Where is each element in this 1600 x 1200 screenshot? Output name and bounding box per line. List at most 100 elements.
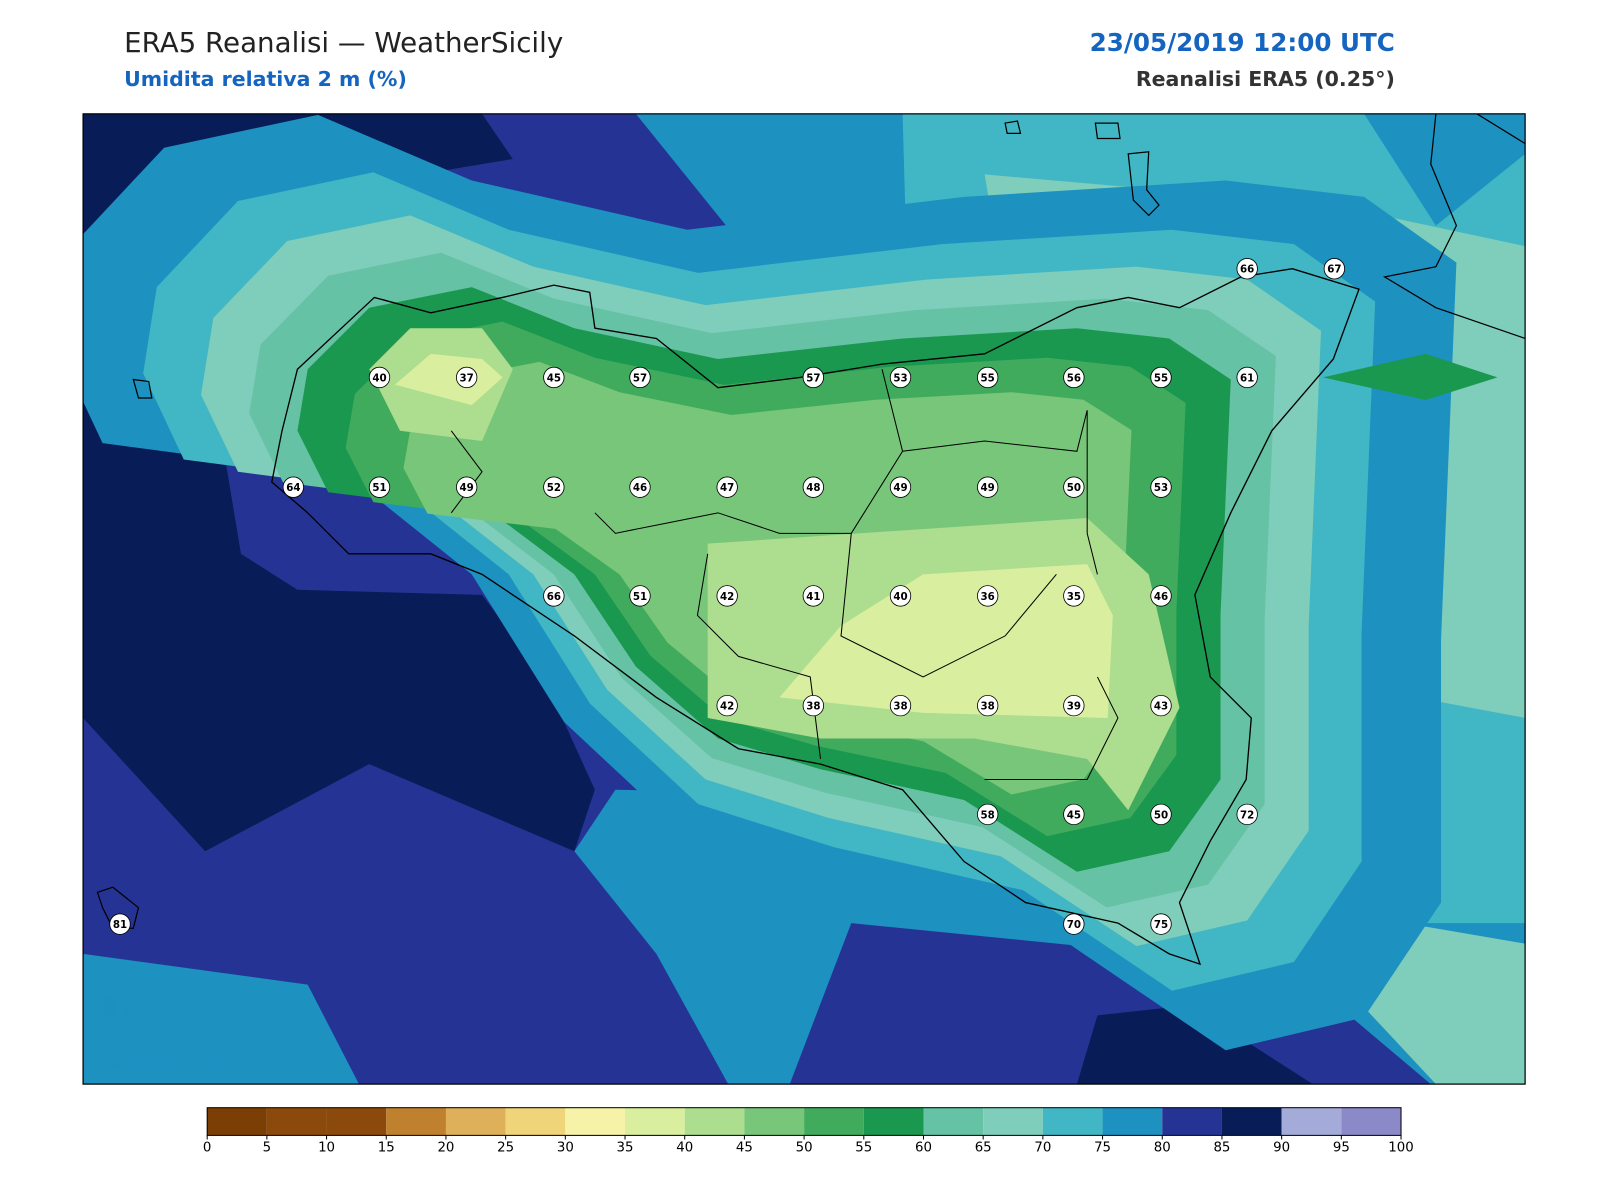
station-marker	[889, 694, 912, 717]
colorbar-cell	[445, 1107, 506, 1136]
colorbar-cell	[983, 1107, 1043, 1136]
station-value: 55	[981, 372, 995, 384]
logo: WS Weather Sicily	[97, 986, 223, 1073]
station-value: 46	[633, 482, 647, 494]
colorbar-tick-label: 30	[557, 1141, 574, 1156]
colorbar-tick-label: 60	[915, 1141, 932, 1156]
station-value: 56	[1067, 372, 1081, 384]
colorbar-tick-label: 70	[1034, 1141, 1051, 1156]
subtitle: Umidita relativa 2 m (%)	[124, 67, 407, 91]
station-marker	[889, 476, 912, 498]
colorbar-cell	[505, 1107, 566, 1136]
station-value: 72	[1240, 809, 1254, 821]
station-value: 51	[633, 591, 647, 603]
station-marker	[629, 476, 651, 498]
colorbar-cell	[1221, 1107, 1282, 1136]
colorbar-cell	[804, 1107, 864, 1136]
station-marker	[1063, 366, 1085, 389]
station-marker	[1150, 476, 1172, 498]
colorbar-cell	[625, 1107, 685, 1136]
station-marker	[109, 913, 131, 935]
station-marker	[368, 366, 391, 389]
station-marker	[455, 476, 478, 498]
colorbar-cell	[863, 1107, 924, 1136]
station-value: 46	[1154, 591, 1168, 603]
station-marker	[543, 476, 565, 498]
islands-coast	[96, 113, 1526, 929]
field-band	[394, 353, 503, 406]
station-value: 61	[1240, 372, 1254, 384]
station-marker	[1150, 585, 1172, 607]
field-band	[1076, 1005, 1313, 1085]
station-value: 66	[547, 591, 561, 603]
colorbar-tick-label: 95	[1333, 1141, 1350, 1156]
station-marker	[802, 694, 824, 717]
colorbar-tick-label: 55	[855, 1141, 872, 1156]
station-value: 50	[1067, 482, 1081, 494]
colorbar-cell	[326, 1107, 387, 1136]
station-marker	[1063, 476, 1085, 498]
station-value: 49	[460, 482, 474, 494]
station-marker	[889, 366, 912, 389]
station-value: 55	[1154, 372, 1168, 384]
station-value: 57	[633, 372, 647, 384]
station-marker	[716, 585, 738, 607]
colorbar-tick-label: 35	[617, 1141, 634, 1156]
station-marker	[543, 585, 565, 607]
station-value: 75	[1154, 919, 1168, 931]
station-value: 36	[981, 591, 995, 603]
station-value: 35	[1067, 591, 1081, 603]
colorbar-cell	[684, 1107, 745, 1136]
station-marker	[1063, 585, 1085, 607]
station-value: 40	[893, 591, 907, 603]
station-marker	[977, 803, 999, 826]
colorbar-cell	[565, 1107, 626, 1136]
station-marker	[802, 366, 824, 389]
station-marker	[802, 476, 824, 498]
station-marker	[1063, 694, 1085, 717]
logo-mark: WS	[97, 986, 209, 1058]
station-value: 53	[893, 372, 907, 384]
colorbar-tick-label: 25	[497, 1141, 514, 1156]
station-marker	[977, 476, 999, 498]
station-value: 39	[1067, 701, 1081, 713]
colorbar-cell	[1102, 1107, 1163, 1136]
field-band	[83, 953, 359, 1085]
station-value: 51	[372, 482, 386, 494]
station-marker	[455, 366, 478, 389]
station-value: 47	[720, 482, 734, 494]
colorbar-tick-label: 85	[1213, 1141, 1230, 1156]
station-value: 40	[372, 372, 386, 384]
station-value: 45	[1067, 809, 1081, 821]
station-marker	[1150, 694, 1172, 717]
station-value: 38	[806, 701, 820, 713]
map-frame	[82, 113, 1526, 1085]
colorbar-cell	[1162, 1107, 1222, 1136]
logo-name: Weather Sicily	[109, 1059, 223, 1073]
station-value: 38	[893, 701, 907, 713]
colorbar-tick-label: 10	[318, 1141, 335, 1156]
station-marker	[802, 585, 824, 607]
colorbar-tick-label: 100	[1388, 1141, 1413, 1156]
station-value: 37	[460, 372, 474, 384]
station-value: 50	[1154, 809, 1168, 821]
station-marker	[1323, 258, 1346, 280]
station-marker	[1150, 803, 1172, 826]
colorbar-tick-label: 90	[1273, 1141, 1290, 1156]
colorbar-tick-label: 15	[378, 1141, 395, 1156]
colorbar-tick-label: 20	[437, 1141, 454, 1156]
field-band	[1323, 353, 1498, 400]
station-marker	[629, 585, 651, 607]
station-value: 49	[893, 482, 907, 494]
station-value: 64	[286, 482, 300, 494]
station-marker	[716, 694, 738, 717]
colorbar-cell	[207, 1107, 267, 1136]
station-marker	[368, 476, 391, 498]
title: ERA5 Reanalisi — WeatherSicily	[124, 26, 563, 59]
station-value: 38	[981, 701, 995, 713]
station-value: 67	[1327, 264, 1341, 276]
colorbar-tick-label: 80	[1154, 1141, 1171, 1156]
source: Reanalisi ERA5 (0.25°)	[1136, 67, 1395, 91]
station-marker	[282, 476, 304, 498]
